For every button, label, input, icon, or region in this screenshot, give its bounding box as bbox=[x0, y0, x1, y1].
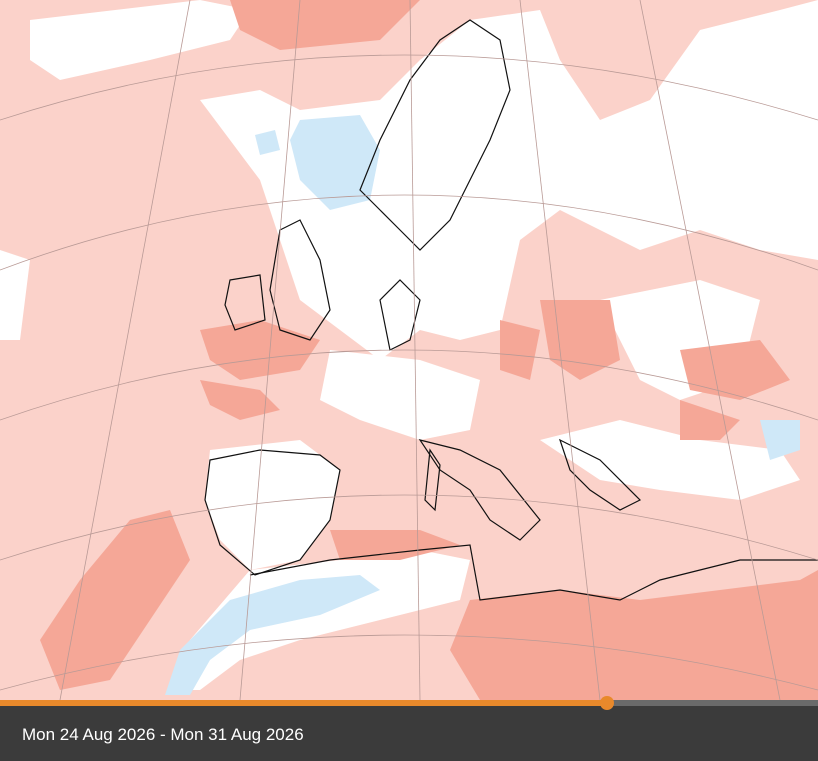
cool-anomaly bbox=[165, 115, 800, 695]
timeline-knob[interactable] bbox=[600, 696, 614, 710]
neutral-areas bbox=[0, 0, 818, 690]
warm-anomaly bbox=[40, 0, 818, 700]
timeline-bar bbox=[0, 700, 818, 761]
graticule bbox=[0, 0, 818, 700]
timeline-progress bbox=[0, 700, 607, 706]
date-range: Mon 24 Aug 2026 - Mon 31 Aug 2026 bbox=[22, 725, 304, 744]
anomaly-map bbox=[0, 0, 818, 700]
coastlines bbox=[204, 19, 818, 601]
